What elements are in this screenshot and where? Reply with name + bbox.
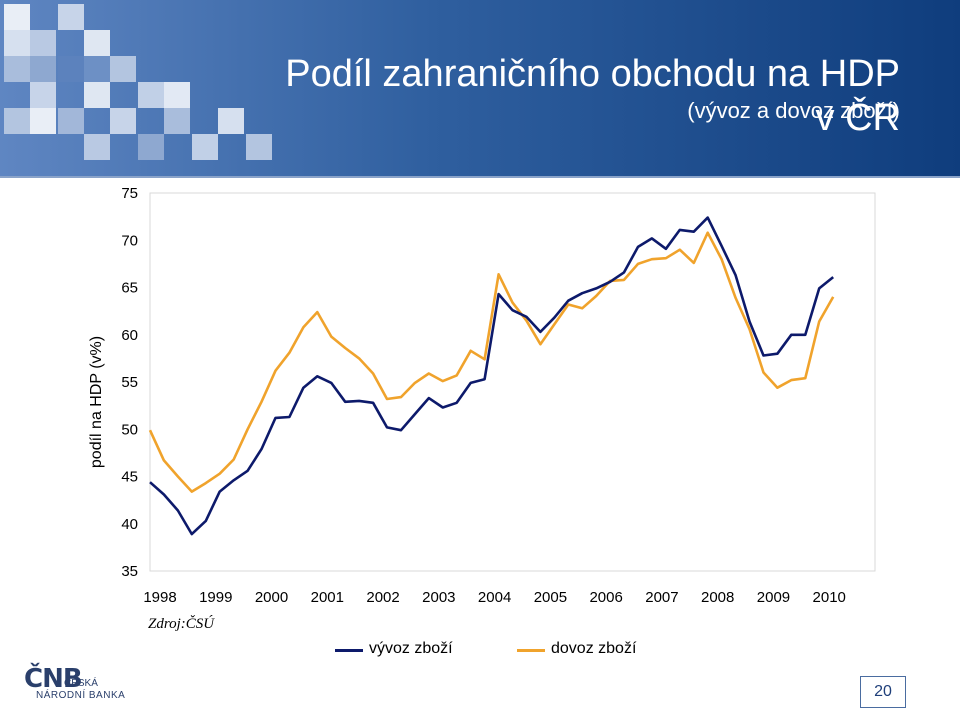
y-tick-label: 60: [121, 327, 138, 344]
y-tick-label: 35: [121, 563, 138, 580]
logo-text-line2: NÁRODNÍ BANKA: [36, 690, 126, 701]
y-tick-label: 55: [121, 374, 138, 391]
page-subtitle: (vývoz a dovoz zboží): [687, 98, 900, 123]
x-tick-label: 1998: [143, 589, 176, 606]
legend-label-import: dovoz zboží: [551, 640, 637, 657]
y-tick-label: 40: [121, 516, 138, 533]
logo-text-line1: ČESKÁ: [64, 678, 98, 689]
source-note: Zdroj:ČSÚ: [148, 616, 215, 632]
x-tick-label: 2006: [589, 589, 622, 606]
legend-swatch-import: [517, 649, 545, 652]
x-tick-label: 2001: [311, 589, 344, 606]
y-tick-label: 50: [121, 421, 138, 438]
x-tick-label: 2002: [366, 589, 399, 606]
x-tick-label: 2005: [534, 589, 567, 606]
y-tick-label: 75: [121, 185, 138, 202]
header: Podíl zahraničního obchodu na HDP v ČR (…: [0, 0, 960, 176]
x-tick-label: 2008: [701, 589, 734, 606]
plot-area: [149, 192, 876, 572]
x-tick-label: 2009: [757, 589, 790, 606]
x-tick-label: 2010: [813, 589, 846, 606]
y-axis-label: podíl na HDP (v%): [88, 336, 105, 468]
series-line-export: [149, 216, 835, 536]
line-chart: 35 40 45 50 55 60 65 70 75 1998 1999 2000 2001 2002 2…: [88, 185, 876, 606]
x-axis: 1998 1999 2000 2001 2002 2003 2004 2005 2006 2007…: [143, 589, 846, 606]
page-title: Podíl zahraničního obchodu na HDP v ČR: [285, 53, 900, 139]
x-tick-label: 1999: [199, 589, 232, 606]
page-number: 20: [860, 676, 906, 708]
y-axis: 35 40 45 50 55 60 65 70 75: [121, 185, 138, 580]
x-tick-label: 2000: [255, 589, 288, 606]
header-divider: [0, 176, 960, 178]
x-tick-label: 2007: [645, 589, 678, 606]
x-tick-label: 2003: [422, 589, 455, 606]
legend-swatch-export: [335, 649, 363, 652]
cnb-logo: ČNB ČESKÁ NÁRODNÍ BANKA: [18, 662, 138, 706]
y-tick-label: 45: [121, 469, 138, 486]
logo-mark: ČNB: [24, 664, 83, 694]
plot-border: [149, 192, 876, 572]
series-layer: [148, 216, 835, 536]
x-tick-label: 2004: [478, 589, 511, 606]
y-tick-label: 70: [121, 232, 138, 249]
y-tick-label: 65: [121, 280, 138, 297]
legend-label-export: vývoz zboží: [369, 640, 453, 657]
series-line-import: [148, 231, 835, 493]
